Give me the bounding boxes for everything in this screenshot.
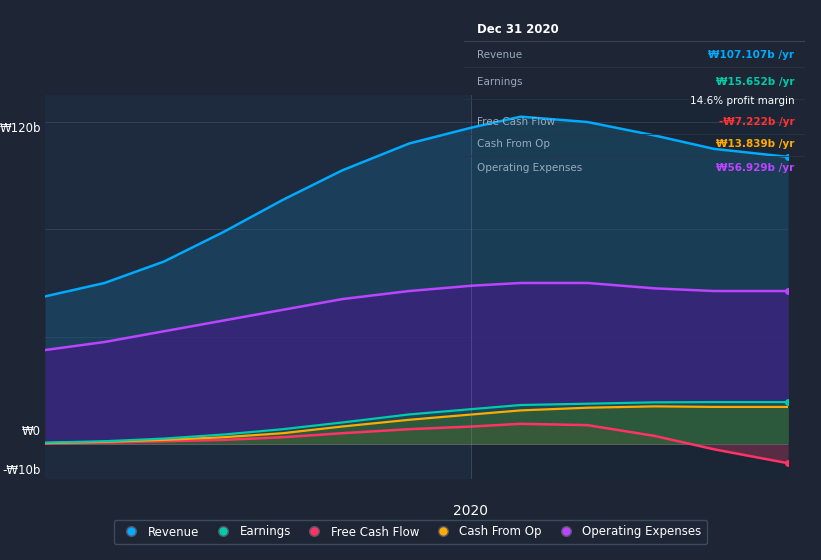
Bar — [45, 95, 471, 479]
Text: ₩13.839b /yr: ₩13.839b /yr — [716, 139, 795, 149]
Text: ₩15.652b /yr: ₩15.652b /yr — [716, 77, 795, 87]
Text: 2020: 2020 — [453, 504, 488, 518]
Text: ₩120b: ₩120b — [0, 122, 41, 135]
Text: Dec 31 2020: Dec 31 2020 — [478, 22, 559, 35]
Text: Cash From Op: Cash From Op — [478, 139, 551, 149]
Text: 14.6% profit margin: 14.6% profit margin — [690, 96, 795, 106]
Text: Earnings: Earnings — [478, 77, 523, 87]
Bar — [471, 95, 788, 479]
Text: ₩107.107b /yr: ₩107.107b /yr — [709, 50, 795, 60]
Point — [782, 152, 795, 161]
Legend: Revenue, Earnings, Free Cash Flow, Cash From Op, Operating Expenses: Revenue, Earnings, Free Cash Flow, Cash … — [114, 520, 707, 544]
Text: -₩10b: -₩10b — [2, 464, 41, 477]
Point — [782, 287, 795, 296]
Text: Revenue: Revenue — [478, 50, 523, 60]
Point — [782, 459, 795, 468]
Text: -₩7.222b /yr: -₩7.222b /yr — [718, 116, 795, 127]
Text: ₩56.929b /yr: ₩56.929b /yr — [716, 163, 795, 172]
Point — [782, 398, 795, 407]
Text: Operating Expenses: Operating Expenses — [478, 163, 583, 172]
Text: ₩0: ₩0 — [22, 426, 41, 438]
Text: Free Cash Flow: Free Cash Flow — [478, 116, 556, 127]
